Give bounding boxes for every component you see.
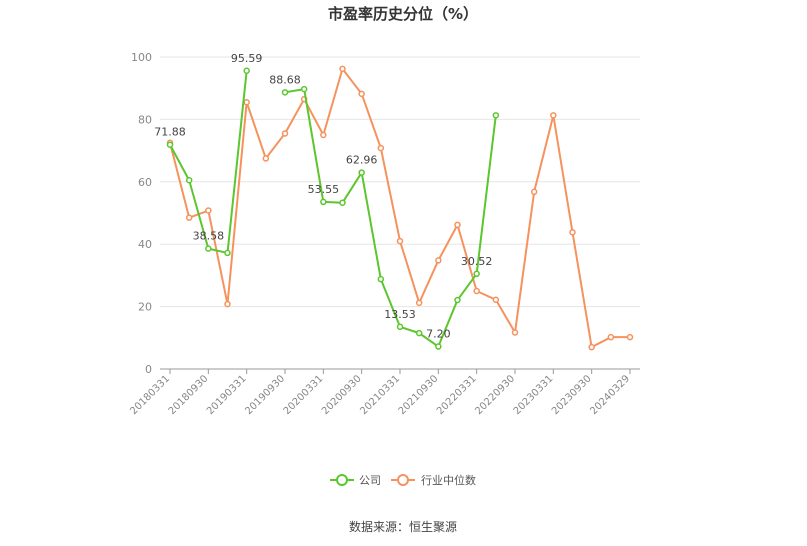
data-point[interactable] <box>166 141 174 148</box>
legend-industry-label: 行业中位数 <box>421 473 476 487</box>
y-tick-label: 100 <box>131 51 152 64</box>
data-point[interactable] <box>205 245 212 252</box>
data-point[interactable] <box>550 112 557 119</box>
data-point[interactable] <box>396 237 404 245</box>
data-point[interactable] <box>454 221 461 229</box>
data-point[interactable] <box>281 89 289 96</box>
y-tick-label: 20 <box>138 301 152 314</box>
legend[interactable]: 公司 行业中位数 <box>330 473 476 487</box>
x-tick-label: 20180331 <box>128 373 172 417</box>
data-point[interactable] <box>358 169 365 176</box>
x-tick-label: 20180930 <box>167 373 211 417</box>
data-point[interactable] <box>320 131 327 139</box>
data-point[interactable] <box>224 300 231 308</box>
data-label: 30.52 <box>461 255 493 268</box>
data-label: 95.59 <box>231 52 263 65</box>
y-tick-label: 80 <box>138 113 152 126</box>
data-label: 7.20 <box>426 328 451 341</box>
data-point[interactable] <box>415 299 423 307</box>
data-point[interactable] <box>224 249 231 257</box>
data-point[interactable] <box>473 287 480 295</box>
x-tick-label: 20230331 <box>512 373 556 417</box>
data-point[interactable] <box>530 188 538 196</box>
data-label: 88.68 <box>269 73 301 86</box>
series-company <box>166 67 500 350</box>
legend-company-marker <box>336 474 348 486</box>
series-industry <box>166 65 634 351</box>
x-tick-label: 20230930 <box>550 373 594 417</box>
x-tick-label: 20210930 <box>397 373 441 417</box>
data-point[interactable] <box>588 343 595 351</box>
data-point[interactable] <box>300 85 308 93</box>
data-point[interactable] <box>185 214 193 221</box>
data-point[interactable] <box>396 323 404 331</box>
legend-company-label: 公司 <box>359 474 381 487</box>
data-point[interactable] <box>262 155 270 162</box>
x-tick-label: 20190331 <box>205 373 249 417</box>
grid <box>160 56 640 308</box>
data-label: 13.53 <box>384 308 416 321</box>
data-point[interactable] <box>511 329 519 336</box>
data-point[interactable] <box>339 199 346 206</box>
x-tick-label: 20210331 <box>358 373 402 417</box>
data-point[interactable] <box>492 112 500 119</box>
y-tick-label: 40 <box>138 238 152 251</box>
legend-item-industry[interactable]: 行业中位数 <box>391 473 476 487</box>
series <box>166 65 634 351</box>
legend-industry-marker <box>397 474 409 486</box>
data-point[interactable] <box>185 176 193 184</box>
chart-title: 市盈率历史分位（%） <box>328 5 478 23</box>
data-point[interactable] <box>377 275 385 283</box>
data-point[interactable] <box>358 90 365 98</box>
data-point[interactable] <box>320 198 327 206</box>
series-line <box>284 88 497 348</box>
data-point[interactable] <box>281 130 289 137</box>
data-point[interactable] <box>415 329 423 337</box>
data-label: 62.96 <box>346 154 378 167</box>
x-tick-label: 20200930 <box>320 373 364 417</box>
x-tick-label: 20220930 <box>473 373 517 417</box>
data-point[interactable] <box>377 144 385 152</box>
data-point[interactable] <box>205 207 212 214</box>
data-point[interactable] <box>626 333 634 341</box>
legend-item-company[interactable]: 公司 <box>330 474 381 487</box>
x-tick-label: 20190930 <box>243 373 287 417</box>
data-point[interactable] <box>243 98 250 106</box>
x-tick-label: 20220331 <box>435 373 479 417</box>
data-point[interactable] <box>243 67 250 75</box>
data-point[interactable] <box>435 257 442 264</box>
y-tick-label: 0 <box>145 363 152 376</box>
data-label: 71.88 <box>154 126 186 139</box>
x-tick-label: 20240329 <box>588 373 632 417</box>
x-tick-label: 20200331 <box>282 373 326 417</box>
series-line <box>169 67 630 349</box>
data-point[interactable] <box>473 270 480 278</box>
data-point[interactable] <box>454 296 461 304</box>
data-label: 53.55 <box>308 183 340 196</box>
data-point[interactable] <box>607 333 615 341</box>
y-tick-label: 60 <box>138 176 152 189</box>
data-point[interactable] <box>569 229 576 236</box>
data-point[interactable] <box>492 296 500 303</box>
source-note: 数据来源：恒生聚源 <box>349 519 457 534</box>
data-point[interactable] <box>435 343 442 350</box>
data-label: 38.58 <box>193 230 225 243</box>
data-point[interactable] <box>339 65 346 73</box>
data-labels: 71.88 38.58 95.59 88.68 53.55 62.96 13.53 7.20 3… <box>154 52 492 341</box>
